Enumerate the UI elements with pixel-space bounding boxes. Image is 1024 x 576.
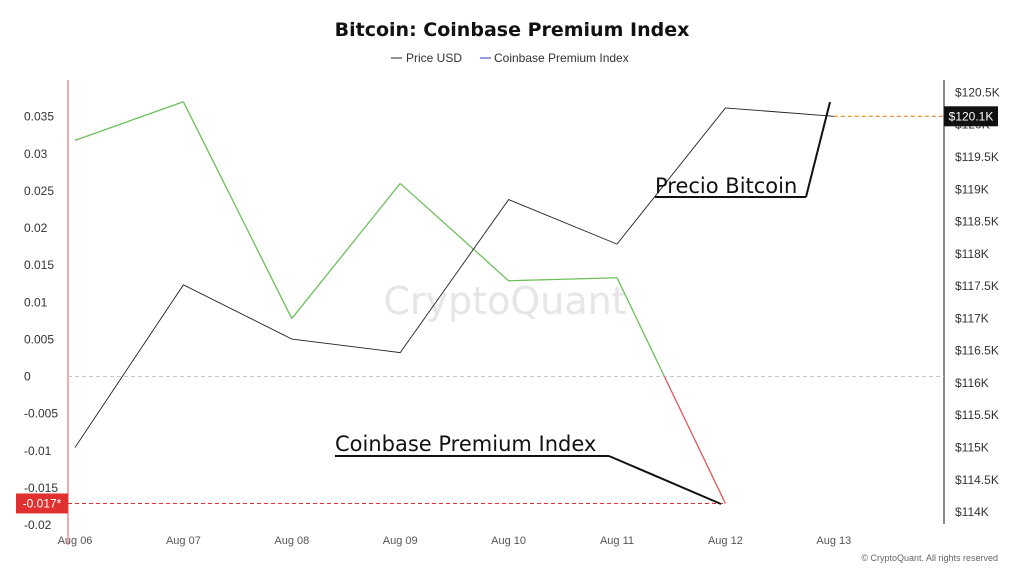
right-tick-label: $114.5K: [955, 473, 999, 487]
left-tick-label: 0.03: [24, 147, 48, 161]
right-tick-label: $119.5K: [955, 150, 999, 164]
guide-lines: [68, 115, 944, 504]
annotation-price-pointer: [805, 101, 831, 198]
x-tick-label: Aug 11: [600, 535, 634, 547]
watermark: CryptoQuant: [383, 279, 626, 323]
right-tick-label: $118K: [955, 247, 989, 261]
annotation-price: Precio Bitcoin: [655, 101, 831, 198]
index-badge-label: -0.017*: [23, 496, 62, 510]
annotation-index: Coinbase Premium Index: [335, 432, 722, 505]
left-tick-label: -0.005: [24, 407, 58, 421]
left-axis-ticks: 0.035 0.03 0.025 0.02 0.015 0.01 0.005 0 -0.005 -…: [24, 110, 58, 532]
x-tick-label: Aug 09: [383, 535, 418, 547]
index-segment: [182, 101, 293, 319]
price-badge: [944, 106, 998, 127]
price-series[interactable]: [74, 107, 834, 448]
index-segment: [291, 183, 401, 319]
right-tick-label: $119K: [955, 182, 989, 196]
index-segment: [74, 101, 184, 141]
right-axis-ticks: $120.5K$120K$119.5K$119K$118.5K$118K$117…: [955, 85, 1000, 519]
index-segment: [663, 376, 726, 504]
left-tick-label: 0.01: [24, 295, 48, 309]
left-tick-label: -0.01: [24, 444, 52, 458]
index-segment: [508, 277, 618, 282]
index-series[interactable]: [74, 101, 726, 504]
index-segment: [616, 277, 666, 377]
right-tick-label: $117K: [955, 311, 989, 325]
x-tick-label: Aug 10: [491, 535, 526, 547]
right-tick-label: $114K: [955, 505, 989, 519]
x-axis-ticks: Aug 06 Aug 07 Aug 08 Aug 09 Aug 10 Aug 11 Aug …: [58, 535, 852, 547]
chart-title: Bitcoin: Coinbase Premium Index: [335, 19, 690, 41]
right-tick-label: $116K: [955, 376, 989, 390]
annotation-index-text: Coinbase Premium Index: [335, 432, 596, 456]
left-tick-label: -0.015: [24, 481, 58, 495]
right-tick-label: $115.5K: [955, 408, 999, 422]
left-tick-label: 0.025: [24, 184, 54, 198]
x-tick-label: Aug 12: [708, 535, 743, 547]
left-tick-label: 0.035: [24, 110, 54, 124]
left-tick-label: 0.015: [24, 258, 54, 272]
right-tick-label: $115K: [955, 441, 989, 455]
legend-index-label[interactable]: Coinbase Premium Index: [494, 51, 629, 65]
x-tick-label: Aug 08: [274, 535, 309, 547]
left-tick-label: 0: [24, 370, 31, 384]
right-tick-label: $120.5K: [955, 85, 1000, 99]
x-tick-label: Aug 06: [58, 535, 93, 547]
right-tick-label: $117.5K: [955, 279, 999, 293]
index-badge: [16, 493, 68, 514]
left-tick-label: 0.02: [24, 221, 48, 235]
legend-price-label[interactable]: Price USD: [406, 51, 462, 65]
x-tick-label: Aug 13: [816, 535, 851, 547]
right-tick-label: $116.5K: [955, 344, 999, 358]
price-badge-label: $120.1K: [949, 109, 994, 123]
right-tick-label: $118.5K: [955, 215, 999, 229]
price-line: [74, 107, 834, 448]
left-tick-label: -0.02: [24, 518, 52, 532]
left-tick-label: 0.005: [24, 332, 54, 346]
value-badges: $120.1K -0.017*: [16, 106, 998, 514]
x-tick-label: Aug 07: [166, 535, 201, 547]
index-segment: [399, 182, 510, 282]
legend: Price USD Coinbase Premium Index: [391, 51, 629, 65]
annotation-price-text: Precio Bitcoin: [655, 174, 797, 198]
annotation-index-pointer: [608, 455, 722, 505]
copyright: © CryptoQuant. All rights reserved: [861, 553, 998, 563]
